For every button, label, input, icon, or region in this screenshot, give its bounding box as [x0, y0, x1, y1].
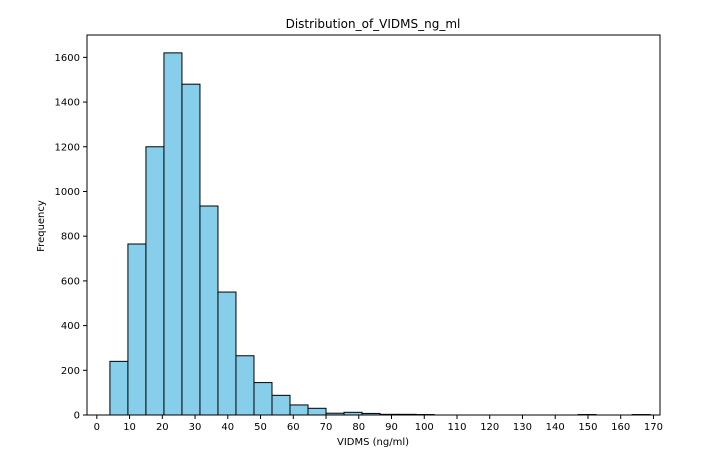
y-tick-label: 1600 [55, 53, 80, 64]
x-tick-label: 60 [287, 422, 300, 433]
y-tick-label: 0 [74, 411, 80, 422]
histogram-bar [146, 147, 164, 415]
y-tick-label: 200 [61, 366, 80, 377]
histogram-bar [182, 84, 200, 415]
y-tick-label: 600 [61, 276, 80, 287]
bars-group [110, 53, 650, 415]
y-axis-label: Frequency [36, 200, 47, 252]
histogram-bar [308, 408, 326, 415]
x-tick-label: 170 [644, 422, 663, 433]
histogram-bar [290, 405, 308, 415]
x-tick-label: 120 [480, 422, 499, 433]
x-tick-label: 90 [385, 422, 398, 433]
y-tick-label: 1200 [55, 142, 80, 153]
x-tick-label: 150 [578, 422, 597, 433]
x-tick-label: 140 [546, 422, 565, 433]
x-tick-label: 50 [254, 422, 267, 433]
histogram-bar [200, 206, 218, 415]
y-axis: 0 200 400 600 800 1000 1200 1400 1600 [55, 53, 87, 422]
x-tick-label: 110 [447, 422, 466, 433]
x-tick-label: 80 [352, 422, 365, 433]
y-tick-label: 800 [61, 232, 80, 243]
histogram-bar [254, 383, 272, 415]
x-tick-label: 160 [611, 422, 630, 433]
x-tick-label: 70 [320, 422, 333, 433]
x-tick-label: 100 [415, 422, 434, 433]
histogram-bar [110, 361, 128, 415]
x-tick-label: 20 [156, 422, 169, 433]
x-axis: 0 10 20 30 40 50 60 70 80 90 100 110 120 130 140 150 160… [94, 415, 663, 433]
y-tick-label: 1400 [55, 98, 80, 109]
x-tick-label: 130 [513, 422, 532, 433]
histogram-bar [164, 53, 182, 415]
y-tick-label: 400 [61, 321, 80, 332]
y-tick-label: 1000 [55, 187, 80, 198]
histogram-bar [272, 395, 290, 415]
x-axis-label: VIDMS (ng/ml) [337, 437, 409, 448]
x-tick-label: 30 [189, 422, 202, 433]
histogram-bar [218, 292, 236, 415]
x-tick-label: 10 [123, 422, 136, 433]
chart-title: Distribution_of_VIDMS_ng_ml [286, 17, 461, 31]
histogram-bar [128, 244, 146, 415]
x-tick-label: 0 [94, 422, 100, 433]
x-tick-label: 40 [221, 422, 234, 433]
histogram-bar [236, 356, 254, 415]
